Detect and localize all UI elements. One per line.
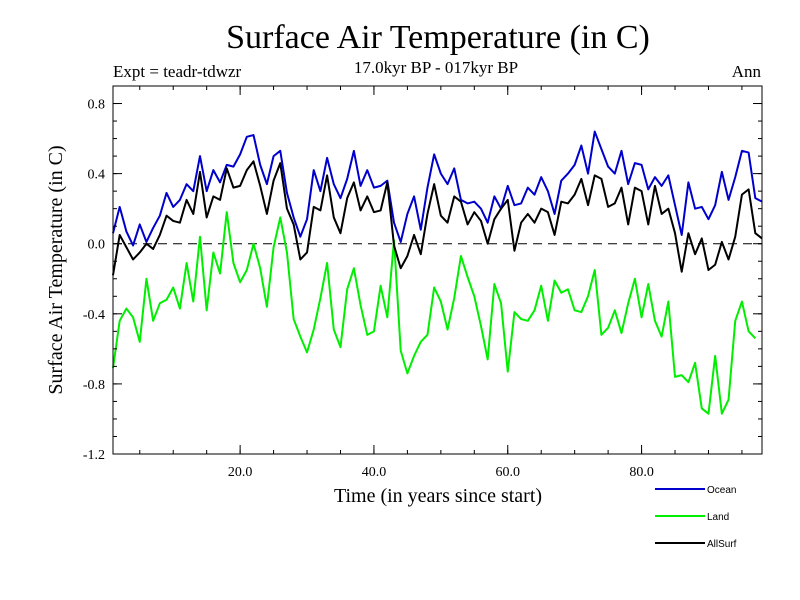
series-layer: [112, 130, 763, 415]
period-label: Ann: [732, 62, 762, 81]
y-tick-label: -0.8: [83, 378, 105, 393]
plot-frame: [112, 85, 763, 455]
y-axis-title: Surface Air Temperature (in C): [45, 145, 67, 394]
chart-subtitle: 17.0kyr BP - 017kyr BP: [354, 58, 518, 77]
y-tick-label: 0.4: [88, 168, 106, 183]
x-tick-label: 40.0: [362, 465, 387, 480]
x-tick-label: 20.0: [228, 465, 253, 480]
y-tick-label: 0.0: [88, 238, 106, 253]
legend-label-ocean: Ocean: [707, 485, 736, 496]
experiment-label: Expt = teadr-tdwzr: [113, 62, 242, 81]
legend: Ocean Land AllSurf: [655, 485, 737, 550]
y-tick-label: -1.2: [83, 448, 105, 463]
y-axis: 0.8 0.4 0.0 -0.4 -0.8 -1.2: [83, 85, 762, 463]
series-line-ocean: [112, 130, 763, 247]
y-tick-label: -0.4: [83, 308, 105, 323]
x-tick-label: 80.0: [629, 465, 654, 480]
x-axis: 20.0 40.0 60.0 80.0: [139, 86, 743, 480]
legend-label-allsurf: AllSurf: [707, 539, 737, 550]
y-tick-label: 0.8: [88, 98, 106, 113]
x-tick-label: 60.0: [496, 465, 521, 480]
legend-label-land: Land: [707, 512, 729, 523]
series-line-land: [112, 211, 757, 415]
series-line-allsurf: [112, 160, 763, 276]
chart-title: Surface Air Temperature (in C): [226, 19, 650, 56]
x-axis-title: Time (in years since start): [334, 485, 542, 507]
